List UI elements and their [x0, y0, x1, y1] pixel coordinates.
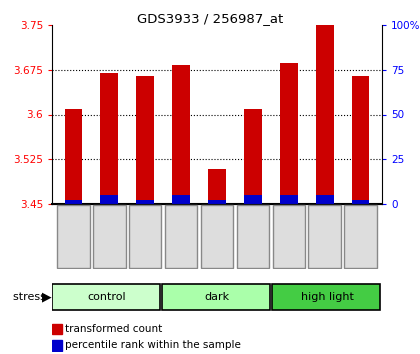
FancyBboxPatch shape — [93, 205, 126, 268]
Text: transformed count: transformed count — [65, 324, 163, 333]
Bar — [52, 340, 62, 350]
FancyBboxPatch shape — [165, 205, 197, 268]
Bar — [136, 200, 154, 204]
FancyBboxPatch shape — [58, 205, 89, 268]
Text: control: control — [88, 292, 126, 302]
FancyBboxPatch shape — [162, 284, 270, 310]
Text: ▶: ▶ — [42, 291, 52, 303]
Bar — [100, 73, 118, 204]
Bar — [208, 200, 226, 204]
Bar — [316, 25, 333, 204]
Bar — [65, 200, 82, 204]
FancyBboxPatch shape — [52, 284, 160, 310]
Bar — [136, 76, 154, 204]
Bar — [352, 200, 370, 204]
Text: GDS3933 / 256987_at: GDS3933 / 256987_at — [137, 12, 283, 25]
Text: high light: high light — [301, 292, 354, 302]
Bar — [65, 109, 82, 204]
Text: stress: stress — [13, 292, 49, 302]
Bar — [52, 324, 62, 334]
Bar — [100, 195, 118, 204]
Text: percentile rank within the sample: percentile rank within the sample — [65, 341, 241, 350]
FancyBboxPatch shape — [237, 205, 269, 268]
Bar — [172, 65, 190, 204]
Bar — [280, 63, 298, 204]
Bar — [244, 195, 262, 204]
Bar — [244, 109, 262, 204]
FancyBboxPatch shape — [344, 205, 377, 268]
FancyBboxPatch shape — [273, 205, 305, 268]
Bar — [316, 195, 333, 204]
FancyBboxPatch shape — [308, 205, 341, 268]
Bar — [208, 170, 226, 204]
FancyBboxPatch shape — [272, 284, 381, 310]
Bar — [172, 195, 190, 204]
FancyBboxPatch shape — [201, 205, 233, 268]
Text: dark: dark — [205, 292, 230, 302]
Bar — [352, 76, 370, 204]
Bar — [280, 195, 298, 204]
FancyBboxPatch shape — [129, 205, 161, 268]
